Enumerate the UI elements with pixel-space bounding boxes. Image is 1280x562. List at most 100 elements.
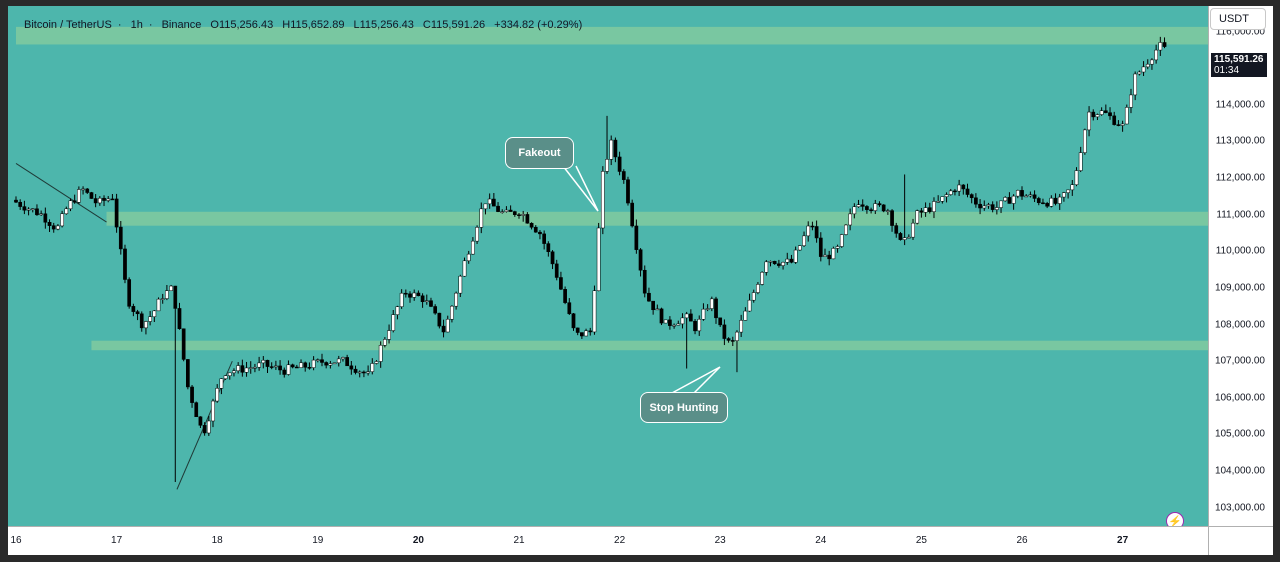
time-axis[interactable]: 16 17 18 19 20 21 22 23 24 25 26 27 <box>8 526 1208 555</box>
candle[interactable] <box>890 209 894 232</box>
candle[interactable] <box>1028 191 1033 198</box>
candle[interactable] <box>986 202 991 209</box>
candle[interactable] <box>110 194 115 201</box>
candle[interactable] <box>282 367 287 378</box>
candle[interactable] <box>114 193 119 233</box>
candle[interactable] <box>244 361 249 377</box>
candle[interactable] <box>1095 113 1100 121</box>
candle[interactable] <box>500 209 505 214</box>
candle[interactable] <box>1053 193 1058 206</box>
candle[interactable] <box>353 365 358 375</box>
candle[interactable] <box>215 384 220 403</box>
candle[interactable] <box>886 208 890 215</box>
candle[interactable] <box>684 311 689 369</box>
candle[interactable] <box>1024 194 1029 198</box>
candle[interactable] <box>156 297 161 312</box>
candle[interactable] <box>797 245 802 251</box>
candle[interactable] <box>902 174 907 246</box>
candle[interactable] <box>462 257 467 277</box>
candle[interactable] <box>865 205 869 214</box>
candle[interactable] <box>194 401 199 418</box>
candle[interactable] <box>592 285 597 335</box>
candle[interactable] <box>169 284 173 291</box>
candle[interactable] <box>362 370 366 378</box>
candle[interactable] <box>927 202 932 214</box>
candle[interactable] <box>668 316 672 330</box>
candle[interactable] <box>97 196 102 206</box>
candle[interactable] <box>915 209 920 225</box>
candle[interactable] <box>328 360 333 369</box>
candle[interactable] <box>51 222 56 233</box>
candle[interactable] <box>127 277 132 309</box>
candle[interactable] <box>785 252 790 265</box>
candle[interactable] <box>445 315 450 333</box>
candle[interactable] <box>630 199 635 228</box>
candle[interactable] <box>906 234 911 239</box>
candle[interactable] <box>919 208 924 218</box>
candle[interactable] <box>1045 201 1050 209</box>
candle[interactable] <box>529 222 534 230</box>
candle[interactable] <box>756 282 760 295</box>
candle[interactable] <box>345 354 349 367</box>
candle[interactable] <box>206 415 211 436</box>
candle[interactable] <box>550 250 555 270</box>
candle[interactable] <box>881 204 886 213</box>
candle[interactable] <box>747 293 752 312</box>
candle[interactable] <box>580 332 584 339</box>
candle[interactable] <box>383 337 387 348</box>
stop-hunting-callout[interactable]: Stop Hunting <box>640 392 728 423</box>
candle[interactable] <box>504 206 509 213</box>
candle[interactable] <box>378 341 383 368</box>
candle[interactable] <box>1062 191 1066 202</box>
candle[interactable] <box>936 195 941 203</box>
candle[interactable] <box>1099 107 1104 116</box>
candle[interactable] <box>202 422 207 436</box>
candle[interactable] <box>844 224 848 236</box>
candle[interactable] <box>437 312 442 329</box>
candle[interactable] <box>575 327 580 336</box>
candle[interactable] <box>253 363 257 373</box>
candle[interactable] <box>408 291 412 303</box>
candle[interactable] <box>777 259 781 268</box>
candle[interactable] <box>412 289 417 301</box>
trendline[interactable] <box>15 163 107 223</box>
candle[interactable] <box>1007 192 1012 204</box>
candle[interactable] <box>860 199 865 211</box>
candle[interactable] <box>1141 61 1146 77</box>
candle[interactable] <box>487 193 492 209</box>
candle[interactable] <box>186 359 190 390</box>
candle[interactable] <box>1137 70 1142 76</box>
candle[interactable] <box>72 194 77 204</box>
candle[interactable] <box>30 208 35 213</box>
candle[interactable] <box>81 186 85 195</box>
candle[interactable] <box>638 248 643 277</box>
candle[interactable] <box>718 317 723 327</box>
candle[interactable] <box>751 289 756 303</box>
candle[interactable] <box>68 198 73 212</box>
candle[interactable] <box>35 204 39 216</box>
candle[interactable] <box>22 200 27 215</box>
candle[interactable] <box>349 360 354 375</box>
price-zone[interactable] <box>16 26 1208 45</box>
candle[interactable] <box>387 324 391 344</box>
candle[interactable] <box>18 199 23 210</box>
candle[interactable] <box>655 304 660 311</box>
candle[interactable] <box>714 296 718 324</box>
candle[interactable] <box>810 221 815 231</box>
candle[interactable] <box>181 328 186 362</box>
price-zone[interactable] <box>106 211 1208 226</box>
candle[interactable] <box>47 219 52 232</box>
candle[interactable] <box>818 232 823 262</box>
candle[interactable] <box>596 222 601 292</box>
candle[interactable] <box>613 137 618 163</box>
candle[interactable] <box>974 193 978 208</box>
candle[interactable] <box>1103 104 1108 114</box>
candle[interactable] <box>659 307 664 326</box>
candle[interactable] <box>64 206 69 215</box>
candle[interactable] <box>533 225 538 233</box>
candle[interactable] <box>135 309 140 321</box>
candle[interactable] <box>1011 194 1016 210</box>
candle[interactable] <box>957 179 961 197</box>
candle[interactable] <box>399 289 404 309</box>
plot-area[interactable]: Bitcoin / TetherUS · 1h · Binance O115,256… <box>8 6 1208 526</box>
